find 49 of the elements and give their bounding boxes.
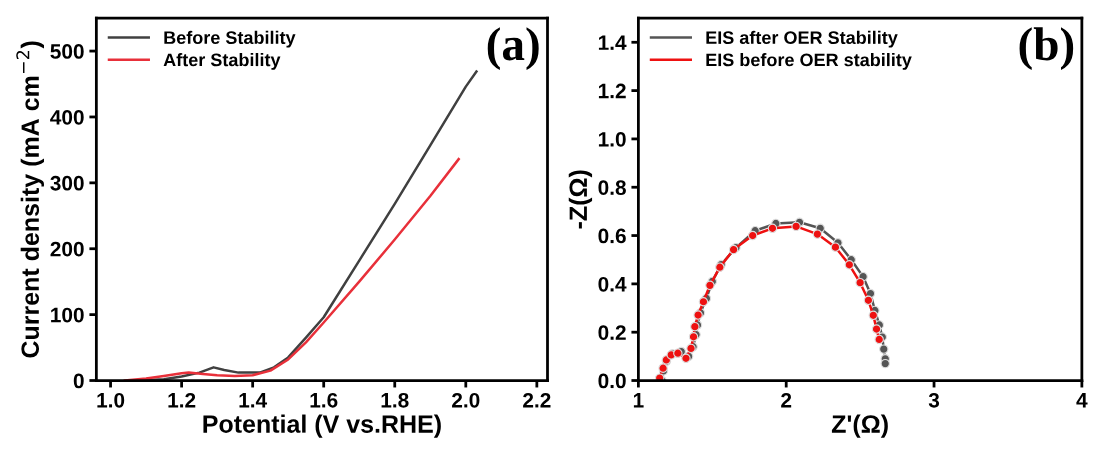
x-tick-label: 1.8 — [381, 392, 409, 408]
point — [868, 310, 879, 321]
x-tick-label: 2 — [781, 392, 792, 408]
y-tick-label: 100 — [51, 307, 84, 323]
y-tick-label: 0.8 — [598, 180, 626, 195]
y-tick-label: 0 — [73, 373, 84, 389]
point — [880, 358, 890, 369]
point — [830, 242, 841, 252]
point — [747, 230, 758, 241]
annotation: (b) — [1019, 27, 1074, 70]
y-tick-label: 1.4 — [598, 35, 627, 50]
point — [705, 280, 715, 291]
x-tick-label: 3 — [928, 392, 940, 408]
point — [879, 344, 889, 354]
x-tick-label: 2.2 — [523, 392, 551, 408]
y-axis-title: Current density (mA cm$^{−2}$) — [16, 41, 44, 358]
y-tick-label: 400 — [50, 109, 84, 125]
point — [855, 277, 865, 288]
legend-label: Before Stability — [164, 30, 296, 48]
x-tick-label: 1.2 — [168, 392, 196, 408]
x-tick-label: 2.0 — [452, 392, 480, 408]
legend-label: EIS after OER Stability — [706, 30, 898, 48]
y-tick-label: 500 — [50, 44, 84, 59]
point — [812, 229, 823, 239]
x-tick-label: 1.6 — [310, 392, 338, 408]
x-axis-title: Z'(Ω) — [831, 414, 888, 438]
point — [871, 324, 882, 334]
y-tick-label: 0.0 — [598, 373, 626, 389]
x-tick-label: 1.0 — [97, 392, 125, 408]
y-tick-label: 200 — [50, 241, 84, 257]
x-tick-label: 1 — [633, 393, 644, 408]
y-tick-label: 0.4 — [598, 276, 627, 292]
y-tick-label: 0.2 — [598, 325, 626, 340]
y-axis-title: -Z(Ω) — [568, 170, 593, 229]
point — [844, 260, 855, 270]
x-tick-label: 4 — [1076, 393, 1088, 408]
point — [698, 297, 709, 307]
x-axis-title: Potential (V vs.RHE) — [203, 414, 441, 438]
point — [767, 223, 778, 234]
x-tick-label: 1.4 — [239, 393, 268, 408]
point — [791, 221, 801, 232]
point — [863, 295, 874, 306]
annotation: (a) — [487, 27, 539, 70]
y-tick-label: 300 — [50, 175, 84, 191]
legend-label: After Stability — [163, 53, 281, 70]
y-tick-label: 1.0 — [598, 131, 626, 147]
y-tick-label: 1.2 — [598, 83, 626, 99]
y-tick-label: 0.6 — [598, 228, 626, 244]
legend-label: EIS before OER stability — [706, 53, 912, 70]
